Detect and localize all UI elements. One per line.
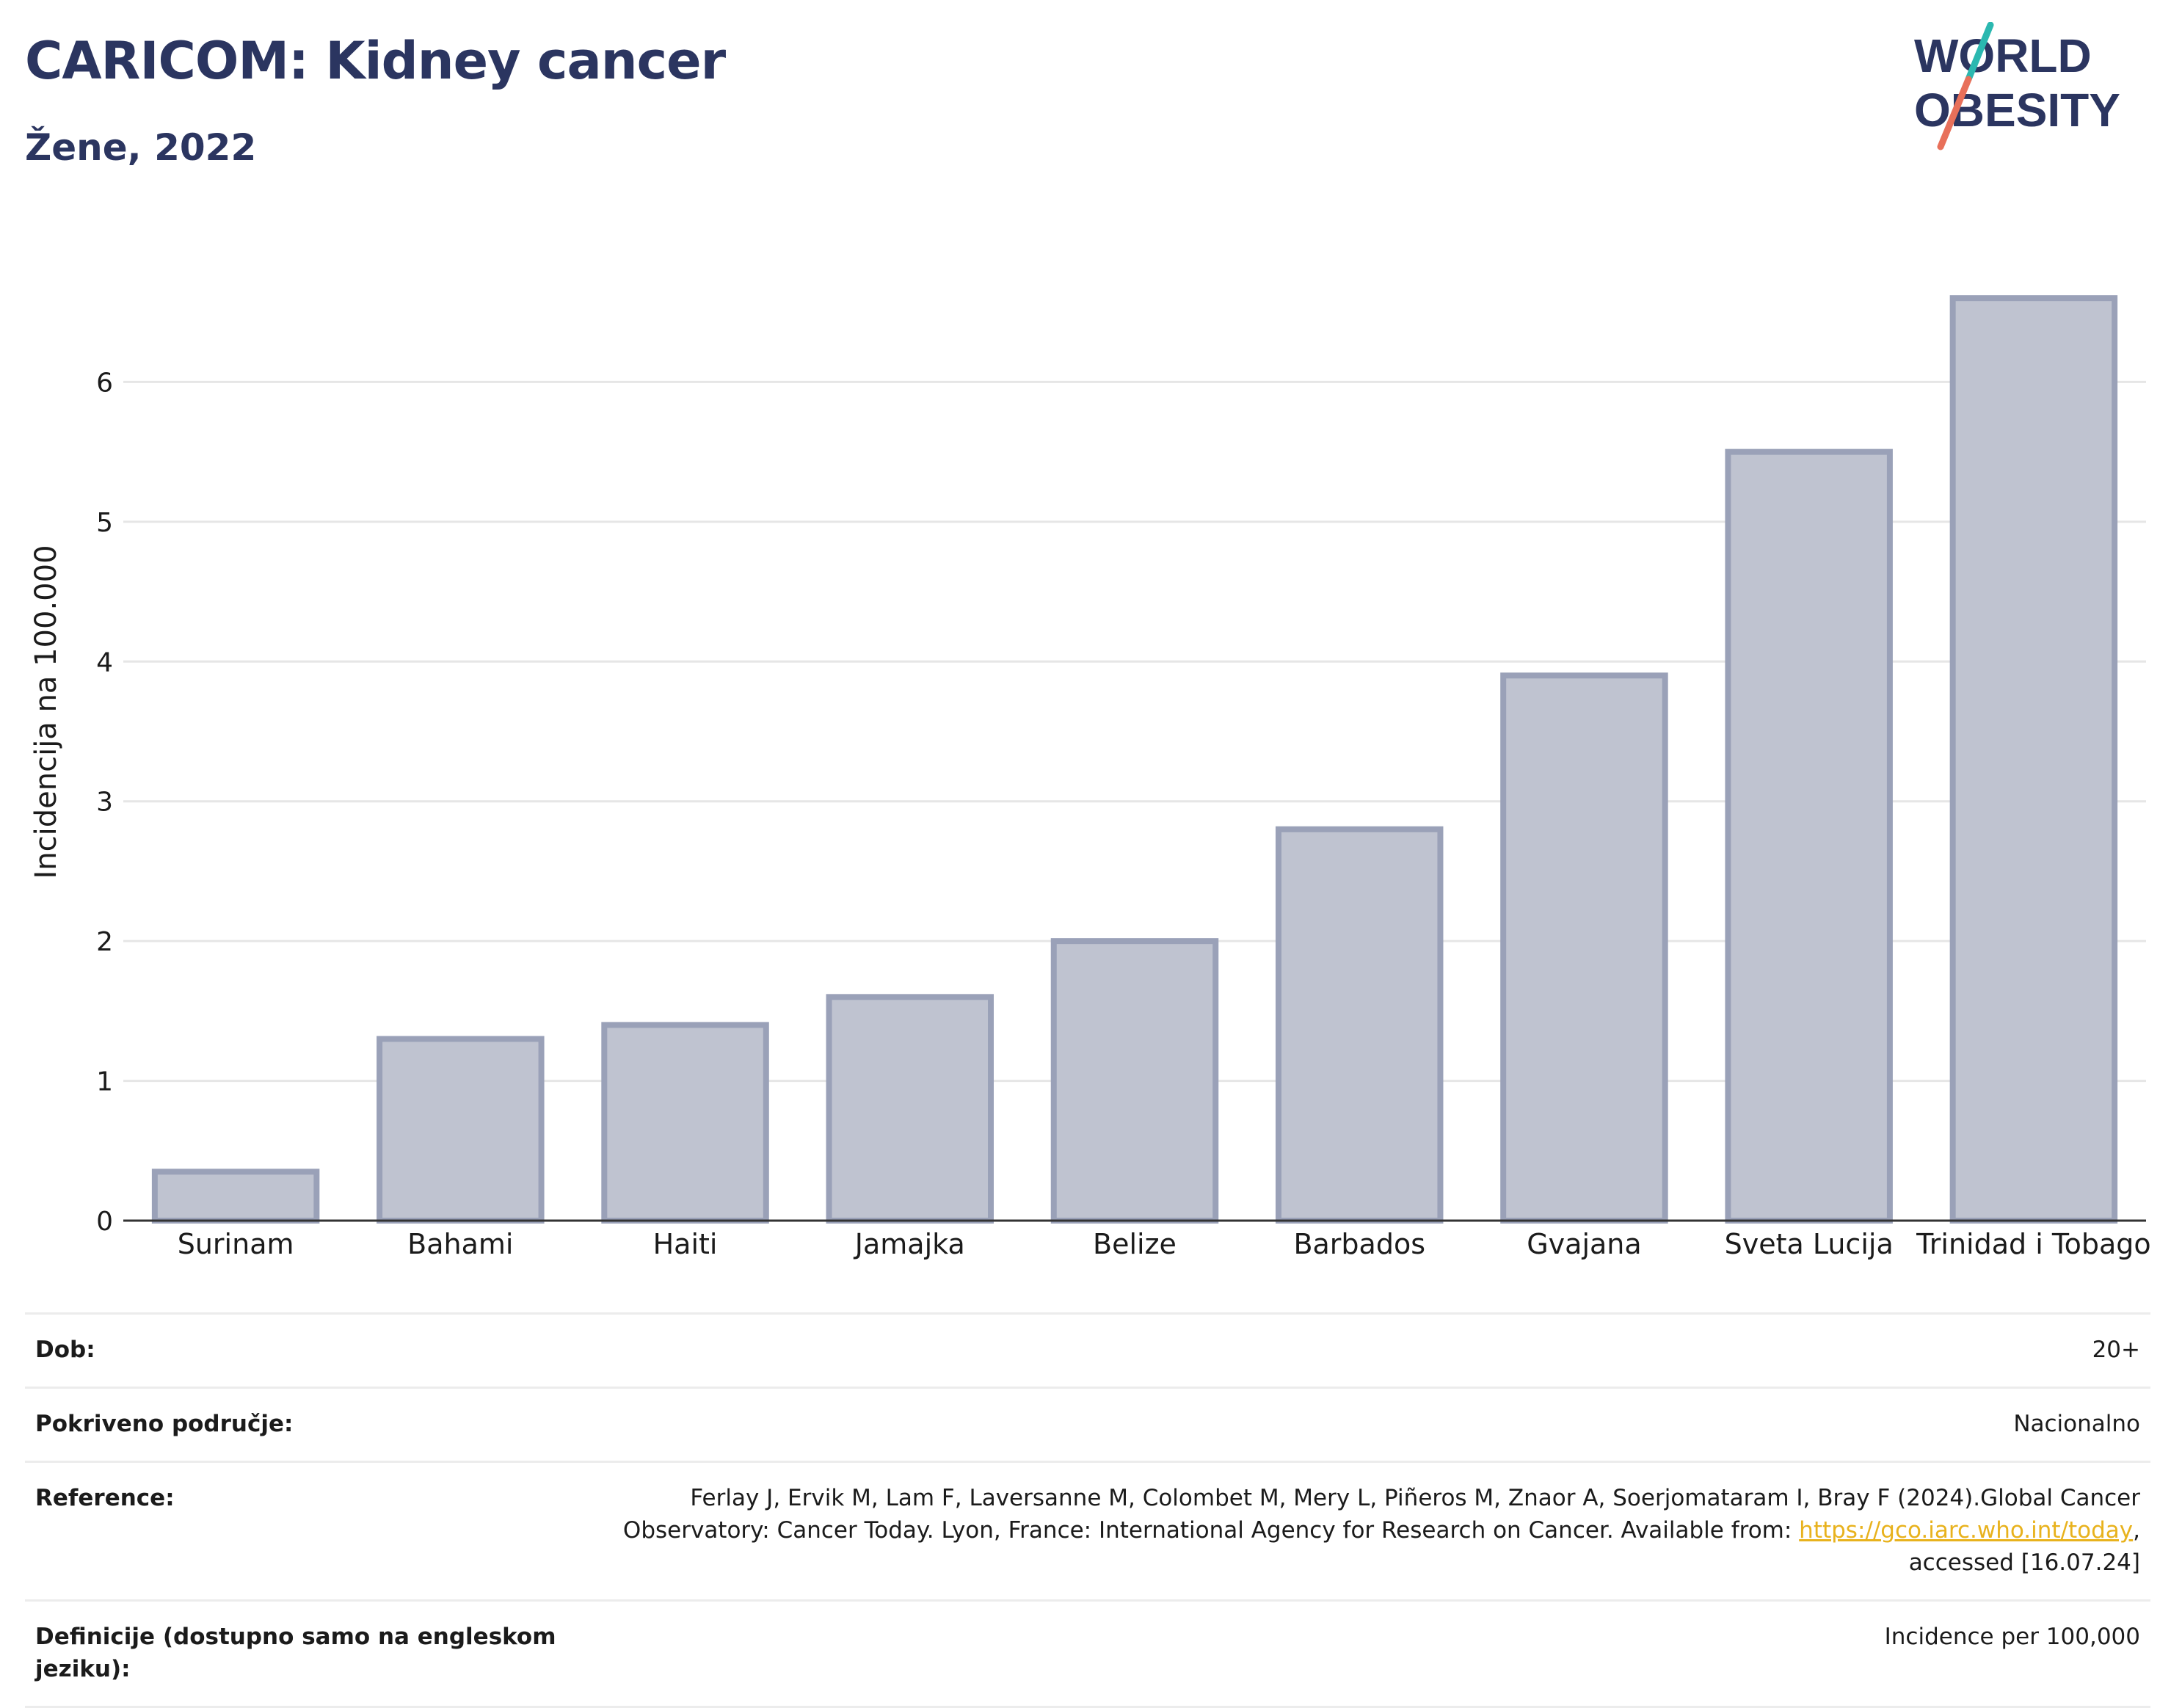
y-tick-label: 2	[96, 927, 113, 957]
reference-link[interactable]: https://gco.iarc.who.int/today	[1799, 1517, 2134, 1544]
bars	[151, 295, 2118, 1224]
meta-value: Nacionalno	[2013, 1411, 2140, 1437]
bar-barbados	[1275, 826, 1444, 1224]
meta-label: Definicije (dostupno samo na engleskom j…	[35, 1624, 556, 1682]
meta-label: Pokriveno područje:	[35, 1411, 294, 1437]
meta-value: 20+	[2092, 1337, 2140, 1363]
bar-haiti	[601, 1022, 769, 1224]
x-tick-label: Haiti	[653, 1228, 718, 1260]
x-tick-label: Gvajana	[1527, 1228, 1641, 1260]
y-tick-labels: 0 1 2 3 4 5 6	[96, 368, 113, 1237]
x-tick-label: Trinidad i Tobago	[1916, 1228, 2150, 1260]
chart-title: CARICOM: Kidney cancer	[25, 31, 726, 91]
x-tick-label: Sveta Lucija	[1725, 1228, 1894, 1260]
x-tick-label: Jamajka	[854, 1228, 965, 1260]
meta-value: Incidence per 100,000	[1884, 1624, 2140, 1650]
meta-row-age: Dob: 20+	[25, 1312, 2150, 1387]
bar-surinam	[151, 1169, 320, 1224]
y-tick-label: 5	[96, 508, 113, 538]
logo-line1: WORLD	[1914, 29, 2092, 82]
reference-text: Ferlay J, Ervik M, Lam F, Laversanne M, …	[622, 1485, 2140, 1544]
meta-value-reference: Ferlay J, Ervik M, Lam F, Laversanne M, …	[599, 1482, 2140, 1579]
y-tick-label: 0	[96, 1207, 113, 1237]
bar-gvajana	[1500, 672, 1668, 1224]
bar-sveta-lucija	[1725, 448, 1893, 1224]
bar-chart: 0 1 2 3 4 5 6 Surinam Bahami Haiti Jamajka Belize B…	[29, 295, 2151, 1260]
x-tick-labels: Surinam Bahami Haiti Jamajka Belize Barbados G…	[178, 1228, 2151, 1260]
x-tick-label: Surinam	[178, 1228, 294, 1260]
bar-belize	[1050, 938, 1219, 1224]
bar-trinidad-i-tobago	[1949, 295, 2118, 1224]
meta-row-coverage: Pokriveno područje: Nacionalno	[25, 1387, 2150, 1461]
meta-label: Reference:	[35, 1485, 175, 1511]
y-tick-label: 3	[96, 788, 113, 818]
reference-accessed: , accessed [16.07.24]	[1908, 1517, 2140, 1576]
bar-jamajka	[826, 994, 994, 1224]
x-tick-label: Bahami	[407, 1228, 513, 1260]
meta-label: Dob:	[35, 1337, 95, 1363]
y-tick-label: 6	[96, 368, 113, 398]
x-tick-label: Belize	[1093, 1228, 1177, 1260]
meta-row-definitions: Definicije (dostupno samo na engleskom j…	[25, 1599, 2150, 1708]
bar-bahami	[377, 1036, 545, 1224]
world-obesity-logo: WORLD OBESITY	[1914, 22, 2120, 150]
x-tick-label: Barbados	[1293, 1228, 1425, 1260]
y-tick-label: 4	[96, 647, 113, 677]
y-axis-label: Incidencija na 100.000	[29, 545, 63, 879]
chart-subtitle: Žene, 2022	[25, 126, 257, 169]
metadata-table: Dob: 20+ Pokriveno područje: Nacionalno …	[25, 1312, 2150, 1708]
y-tick-label: 1	[96, 1067, 113, 1097]
meta-row-reference: Reference: Ferlay J, Ervik M, Lam F, Lav…	[25, 1461, 2150, 1599]
